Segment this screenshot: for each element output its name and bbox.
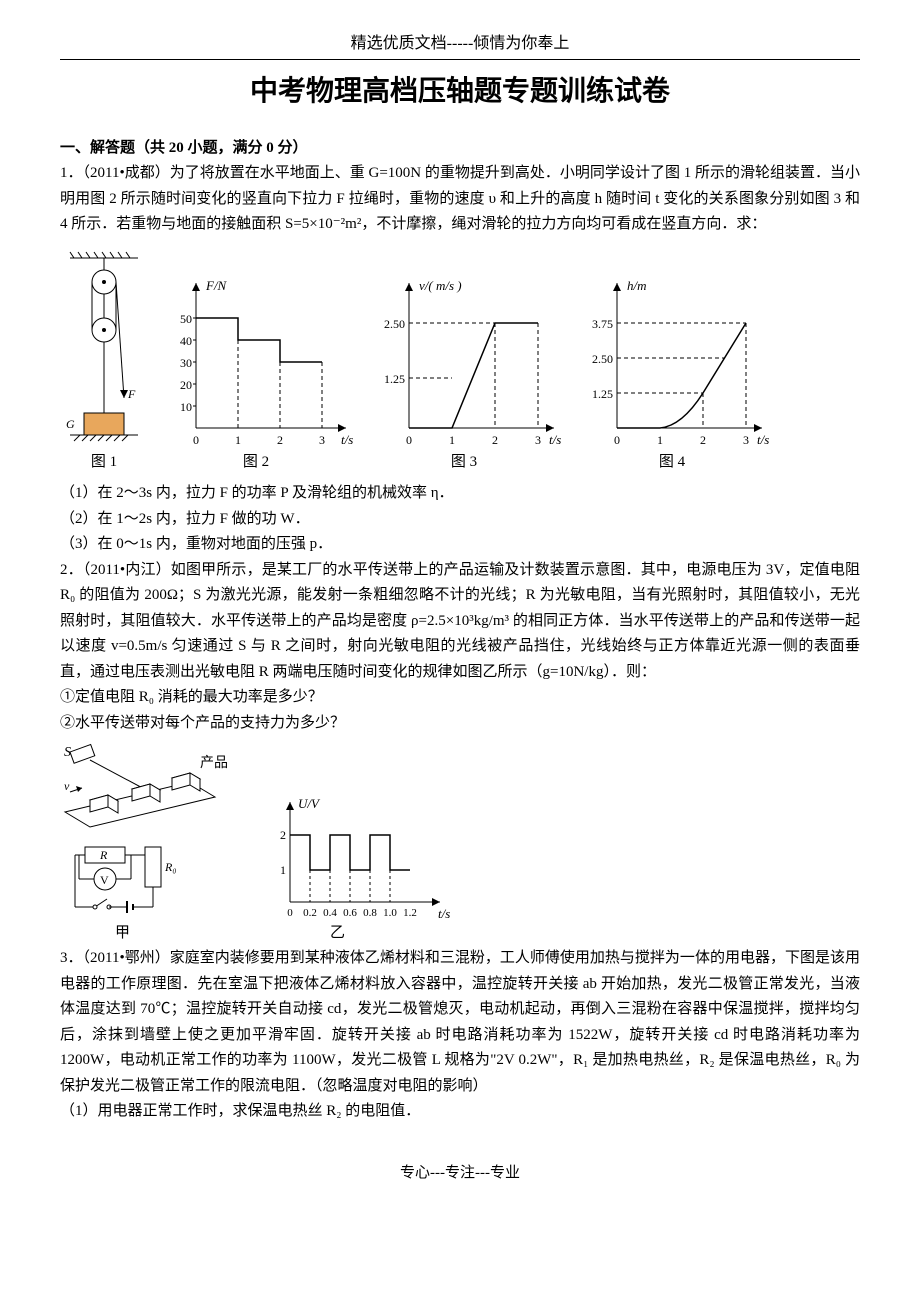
svg-text:v: v (64, 779, 70, 793)
svg-text:甲: 甲 (115, 925, 130, 941)
svg-text:0: 0 (287, 907, 293, 919)
fig2: F/N t/s 10 20 30 40 50 0 1 2 3 (156, 268, 356, 476)
fig2-xlabel: t/s (341, 432, 353, 447)
svg-text:2: 2 (492, 433, 498, 447)
q1-sub1: （1）在 2～3s 内，拉力 F 的功率 P 及滑轮组的机械效率 η． (60, 481, 860, 507)
q3-text: 3．（2011•鄂州）家庭室内装修要用到某种液体乙烯材料和三混粉，工人师傅使用加… (60, 946, 860, 1099)
svg-text:S: S (64, 745, 71, 760)
fig4: h/m t/s 1.25 2.50 3.75 0 1 2 3 (572, 268, 772, 476)
svg-text:40: 40 (180, 334, 192, 348)
svg-text:1.2: 1.2 (403, 907, 417, 919)
svg-text:0.6: 0.6 (343, 907, 357, 919)
q2-figure: S 产品 v R V R₀ (60, 742, 860, 942)
svg-text:20: 20 (180, 378, 192, 392)
fig3: v/( m/s ) t/s 1.25 2.50 0 1 2 3 图 3 (364, 268, 564, 476)
svg-text:1.25: 1.25 (592, 387, 613, 401)
q1-text: 1．（2011•成都）为了将放置在水平地面上、重 G=100N 的重物提升到高处… (60, 161, 860, 238)
svg-text:R₀: R₀ (164, 860, 177, 874)
svg-text:1: 1 (657, 433, 663, 447)
svg-text:2: 2 (700, 433, 706, 447)
svg-text:1: 1 (449, 433, 455, 447)
svg-text:1: 1 (235, 433, 241, 447)
svg-text:3.75: 3.75 (592, 317, 613, 331)
fig3-label: 图 3 (364, 450, 564, 476)
fig3-svg: v/( m/s ) t/s 1.25 2.50 0 1 2 3 (364, 268, 564, 448)
svg-text:0.2: 0.2 (303, 907, 317, 919)
q3-sub1: （1）用电器正常工作时，求保温电热丝 R₂ 的电阻值． (60, 1099, 860, 1125)
fig3-xlabel: t/s (549, 432, 561, 447)
fig3-ylabel: v/( m/s ) (419, 278, 462, 293)
page-header: 精选优质文档-----倾情为你奉上 (60, 30, 860, 60)
fig1-svg: F G (60, 248, 148, 448)
svg-text:2.50: 2.50 (384, 317, 405, 331)
fig4-label: 图 4 (572, 450, 772, 476)
q2-sub2: ②水平传送带对每个产品的支持力为多少？ (60, 711, 860, 737)
svg-text:3: 3 (535, 433, 541, 447)
svg-text:1.0: 1.0 (383, 907, 397, 919)
svg-text:10: 10 (180, 400, 192, 414)
svg-text:U/V: U/V (298, 796, 321, 811)
q2-svg: S 产品 v R V R₀ (60, 742, 460, 942)
svg-text:0.8: 0.8 (363, 907, 377, 919)
page-footer: 专心---专注---专业 (60, 1161, 860, 1187)
fig1: F G 图 1 (60, 248, 148, 476)
svg-text:G: G (66, 417, 75, 431)
q1-sub2: （2）在 1～2s 内，拉力 F 做的功 W． (60, 507, 860, 533)
fig4-ylabel: h/m (627, 278, 647, 293)
fig2-svg: F/N t/s 10 20 30 40 50 0 1 2 3 (156, 268, 356, 448)
svg-text:1: 1 (280, 863, 286, 877)
svg-text:2.50: 2.50 (592, 352, 613, 366)
fig4-xlabel: t/s (757, 432, 769, 447)
svg-text:3: 3 (743, 433, 749, 447)
svg-text:1.25: 1.25 (384, 372, 405, 386)
svg-text:2: 2 (280, 828, 286, 842)
svg-text:产品: 产品 (200, 755, 228, 771)
page-title: 中考物理高档压轴题专题训练试卷 (60, 68, 860, 116)
section-heading: 一、解答题（共 20 小题，满分 0 分） (60, 136, 860, 162)
svg-text:0: 0 (614, 433, 620, 447)
q1-sub3: （3）在 0～1s 内，重物对地面的压强 p． (60, 532, 860, 558)
svg-text:乙: 乙 (330, 925, 345, 941)
svg-text:0: 0 (193, 433, 199, 447)
fig2-label: 图 2 (156, 450, 356, 476)
svg-text:50: 50 (180, 312, 192, 326)
fig2-ylabel: F/N (205, 278, 228, 293)
q2-sub1: ①定值电阻 R₀ 消耗的最大功率是多少？ (60, 685, 860, 711)
svg-text:t/s: t/s (438, 906, 450, 921)
fig4-svg: h/m t/s 1.25 2.50 3.75 0 1 2 3 (572, 268, 772, 448)
svg-text:0.4: 0.4 (323, 907, 337, 919)
svg-text:V: V (100, 873, 109, 887)
svg-text:3: 3 (319, 433, 325, 447)
svg-text:30: 30 (180, 356, 192, 370)
svg-text:F: F (127, 387, 136, 401)
svg-text:R: R (99, 848, 108, 862)
svg-text:2: 2 (277, 433, 283, 447)
q2-text: 2．（2011•内江）如图甲所示，是某工厂的水平传送带上的产品运输及计数装置示意… (60, 558, 860, 686)
q1-figures: F G 图 1 F/N t/s 10 (60, 248, 860, 476)
fig1-label: 图 1 (60, 450, 148, 476)
svg-text:0: 0 (406, 433, 412, 447)
